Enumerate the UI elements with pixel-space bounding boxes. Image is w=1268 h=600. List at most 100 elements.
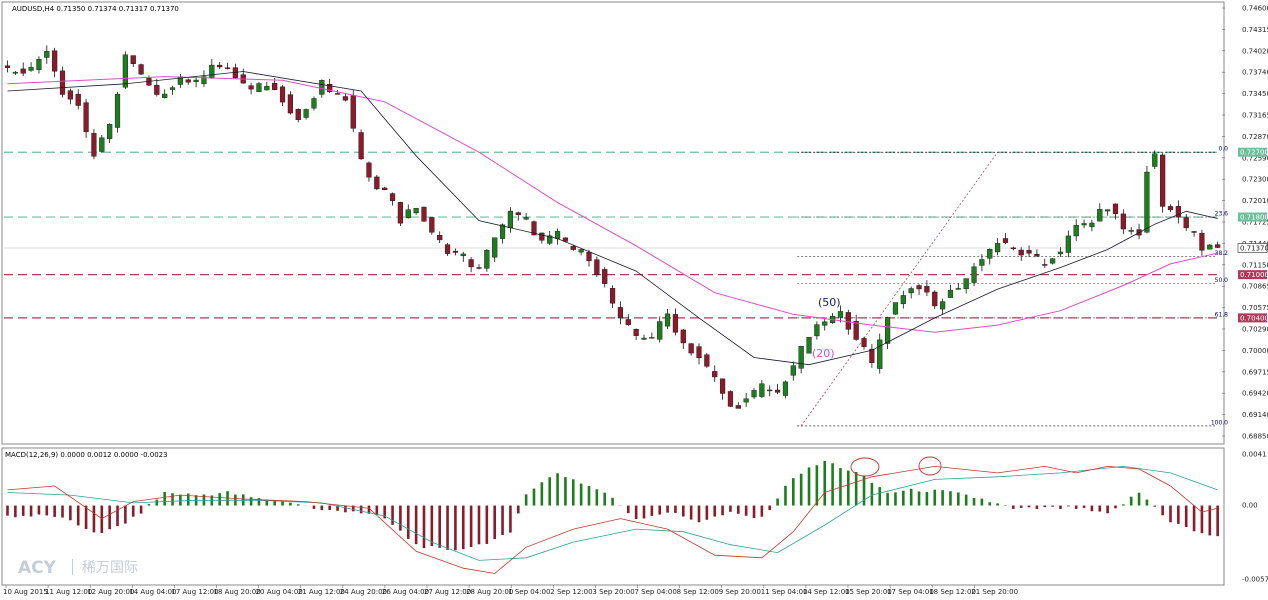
macd-histogram-bar: [697, 505, 701, 523]
macd-histogram-bar: [1208, 505, 1212, 536]
candle-body: [224, 67, 231, 69]
candle-body: [185, 79, 191, 83]
macd-histogram-bar: [917, 491, 921, 506]
macd-histogram-bar: [320, 505, 324, 511]
candle: [1167, 204, 1174, 213]
candle-body: [460, 253, 466, 257]
candle-body: [932, 291, 938, 307]
candle-body: [900, 295, 906, 305]
macd-histogram-bar: [839, 468, 842, 506]
candle: [1034, 249, 1040, 257]
candle-body: [397, 202, 404, 224]
candle: [570, 244, 576, 251]
macd-histogram-bar: [21, 505, 25, 516]
candle: [287, 91, 293, 115]
macd-histogram-bar: [1184, 505, 1188, 528]
macd-histogram-bar: [925, 491, 929, 506]
macd-y-tick-label: -0.0057: [1242, 576, 1268, 584]
candle: [649, 332, 655, 339]
candle: [892, 302, 899, 315]
candle-body: [822, 321, 828, 326]
macd-histogram-bar: [689, 505, 693, 520]
candle-body: [916, 285, 922, 290]
x-tick-label: 3 Sep 20:00: [592, 588, 634, 596]
candle: [562, 237, 569, 242]
candle: [940, 298, 946, 315]
macd-histogram-bar: [328, 505, 331, 510]
macd-histogram-bar: [336, 505, 339, 511]
candle-body: [342, 96, 348, 101]
candle: [735, 402, 741, 409]
candle-body: [1215, 244, 1221, 248]
macd-histogram-bar: [312, 505, 316, 509]
macd-histogram-bar: [399, 505, 402, 531]
macd-histogram-bar: [556, 473, 559, 506]
candle: [1073, 219, 1079, 241]
macd-histogram-bar: [100, 505, 104, 534]
candle-body: [539, 232, 545, 241]
macd-y-tick-label: 0.00: [1242, 502, 1258, 510]
candle: [468, 257, 474, 273]
macd-histogram-bar: [422, 505, 426, 549]
candle-body: [75, 93, 81, 106]
candle-body: [366, 162, 372, 178]
macd-histogram-bar: [862, 476, 866, 506]
candle-body: [1144, 171, 1150, 233]
candle-body: [531, 221, 537, 236]
macd-histogram-bar: [367, 505, 371, 514]
macd-histogram-bar: [147, 504, 151, 506]
candle: [1160, 153, 1166, 213]
macd-histogram-bar: [729, 505, 732, 512]
macd-histogram-bar: [1137, 492, 1141, 506]
macd-histogram-bar: [548, 477, 552, 506]
candle: [366, 161, 372, 182]
candle-body: [59, 70, 66, 95]
macd-histogram-bar: [163, 491, 166, 506]
candle-body: [712, 371, 718, 378]
candle: [837, 305, 844, 323]
macd-histogram-bar: [964, 494, 968, 506]
candle: [877, 333, 883, 374]
candle-body: [908, 288, 914, 294]
candle: [869, 344, 875, 368]
candle-body: [295, 109, 301, 121]
candle-body: [1152, 153, 1158, 167]
candle-body: [924, 286, 930, 293]
candle: [342, 93, 348, 102]
candle: [1010, 246, 1016, 251]
x-tick-label: 11 Aug 12:00: [45, 588, 92, 596]
macd-histogram-bar: [792, 478, 795, 506]
fib-label-0: 0.0: [1218, 146, 1228, 153]
candle-body: [169, 87, 176, 90]
candle-body: [837, 311, 844, 318]
candle-body: [4, 65, 11, 68]
macd-histogram-bar: [249, 497, 253, 506]
macd-histogram-bar: [131, 505, 135, 517]
candle-body: [845, 312, 851, 330]
macd-histogram-bar: [1067, 505, 1070, 507]
macd-histogram-bar: [29, 505, 33, 517]
x-tick-label: 2 Sep 12:00: [550, 588, 592, 596]
x-tick-label: 18 Sep 12:00: [929, 588, 976, 596]
y-tick-label: 0.69715: [1242, 368, 1268, 376]
macd-histogram-bar: [1216, 505, 1219, 537]
candle-body: [201, 76, 207, 85]
candle-body: [107, 124, 113, 139]
candle: [924, 280, 930, 297]
candle-body: [861, 338, 867, 347]
candle-body: [625, 319, 631, 325]
macd-histogram-bar: [815, 465, 819, 506]
macd-histogram-bar: [14, 505, 17, 518]
macd-histogram-bar: [595, 489, 599, 506]
candle: [36, 56, 42, 74]
candle: [405, 204, 411, 219]
candle: [201, 70, 207, 87]
candle-body: [664, 313, 671, 327]
candle-body: [476, 267, 482, 269]
candle-body: [444, 244, 451, 254]
candle-body: [617, 307, 624, 319]
